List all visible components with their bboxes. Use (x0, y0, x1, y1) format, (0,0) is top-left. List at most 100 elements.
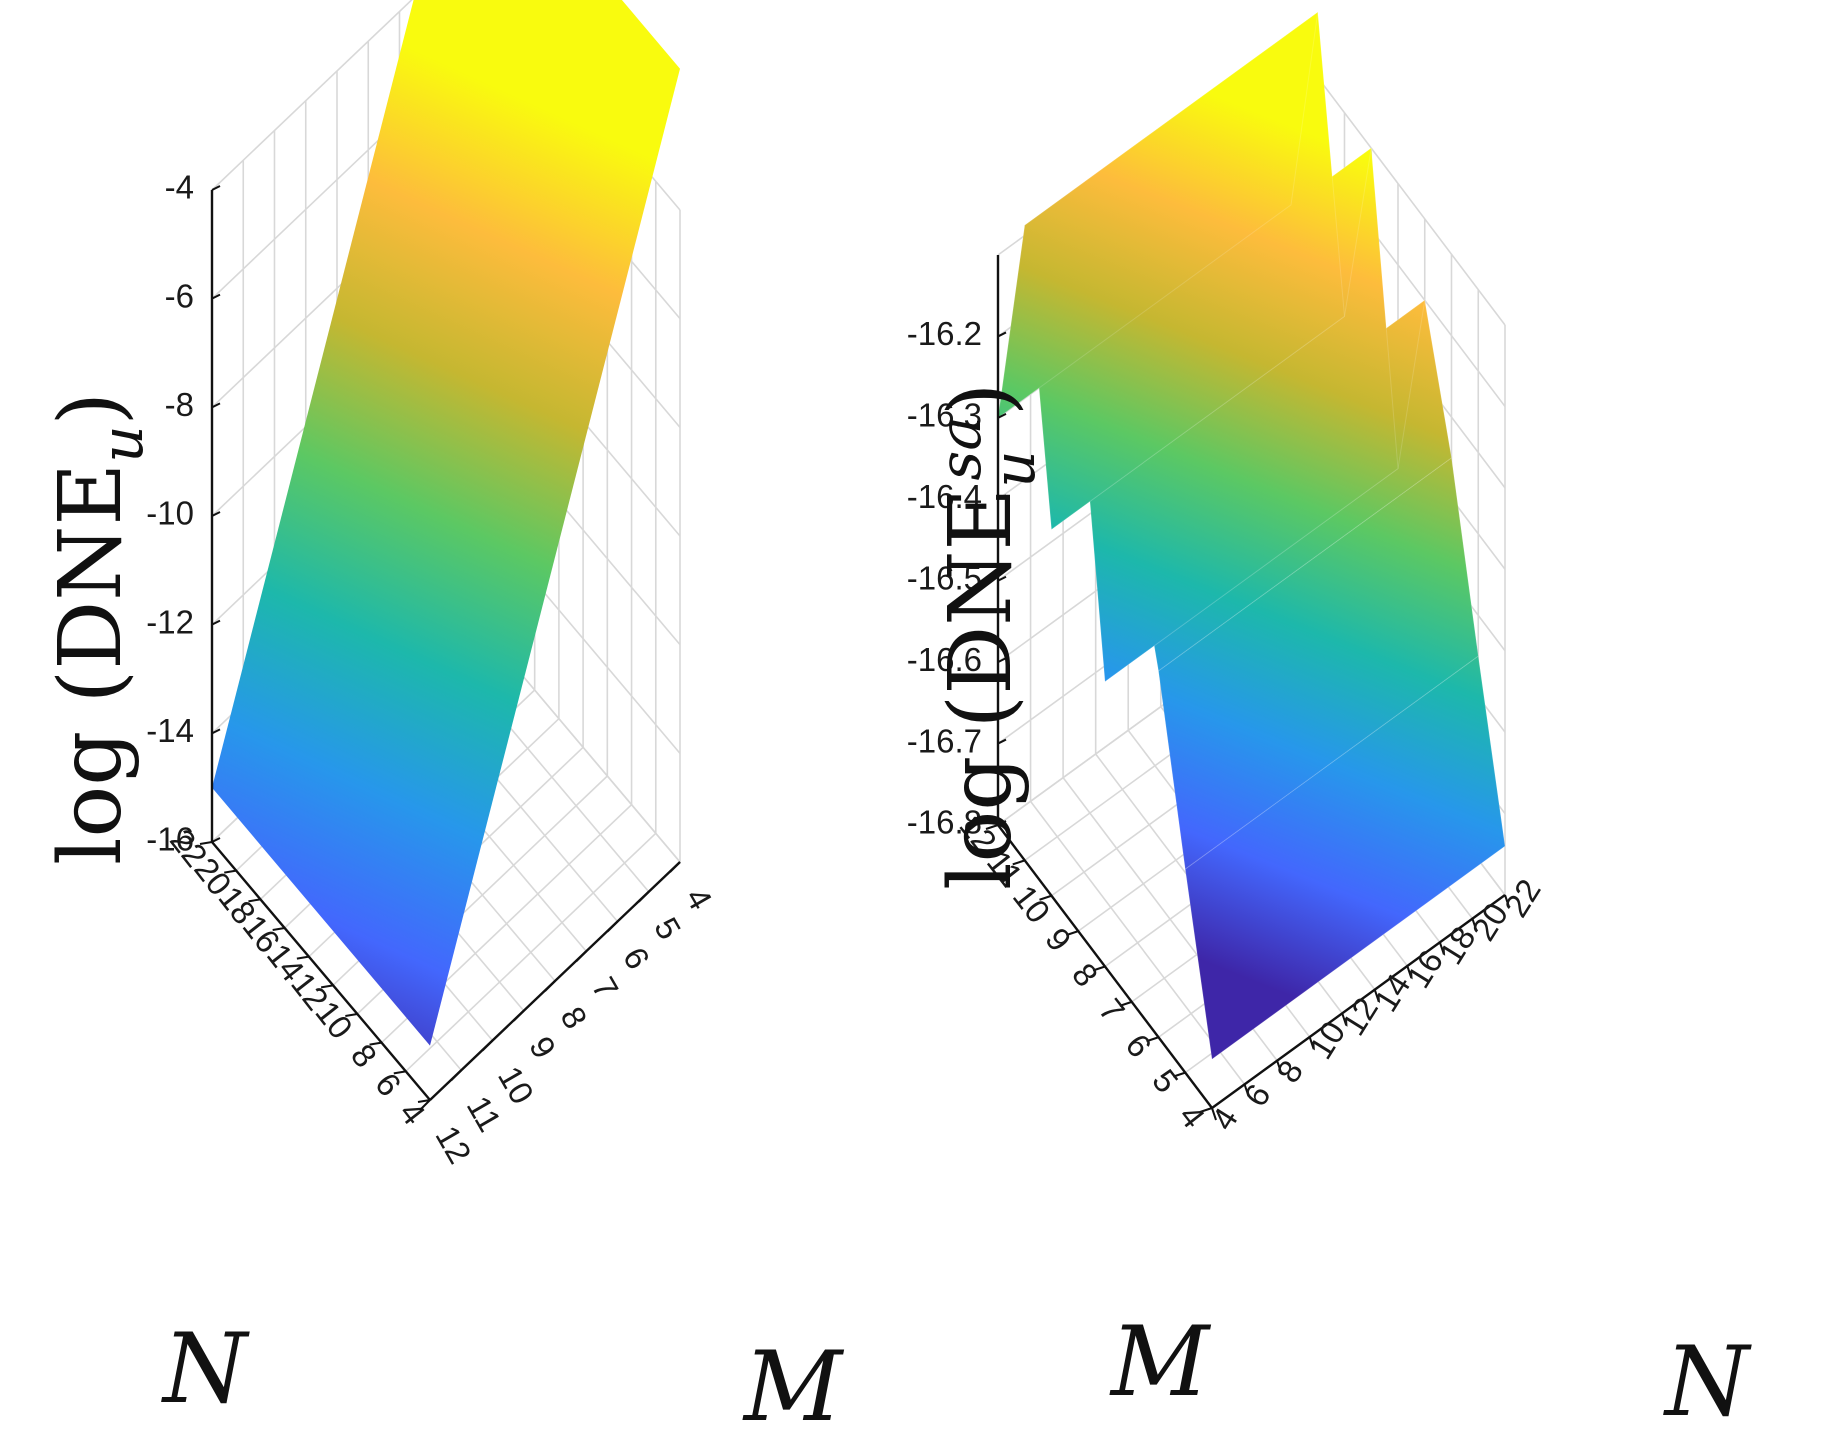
grid-line (211, 0, 413, 191)
m-tick-label: 7 (585, 971, 626, 1005)
z-tick-label: -16.8 (907, 804, 982, 841)
n-tick-mark (1211, 1107, 1217, 1121)
m-tick-mark (638, 891, 650, 903)
m-tick-label: 4 (678, 881, 719, 915)
z-tick-mark (997, 738, 1007, 745)
m-tick-label: 6 (616, 941, 657, 975)
left-m-axis-label: M (742, 1331, 845, 1440)
z-tick-mark (211, 402, 221, 409)
m-tick-label: 9 (1038, 921, 1078, 958)
m-tick-label: 8 (1065, 956, 1105, 993)
n-tick-mark (199, 841, 213, 845)
left-n-axis-label: N (161, 1313, 250, 1425)
z-tick-label: -16.7 (907, 722, 982, 759)
z-tick-label: -16.5 (907, 559, 982, 596)
m-tick-label: 5 (1145, 1062, 1185, 1099)
n-tick-mark (1341, 1013, 1348, 1026)
n-tick-label: 6 (368, 1066, 408, 1103)
m-tick-mark (575, 950, 587, 962)
m-tick-label: 5 (647, 911, 688, 945)
m-tick-mark (419, 1099, 431, 1111)
n-tick-mark (345, 1013, 358, 1017)
z-tick-label: -16.2 (907, 315, 982, 352)
z-tick-label: -16 (146, 821, 194, 858)
m-tick-mark (544, 980, 556, 992)
z-tick-label: -6 (165, 277, 194, 314)
n-tick-label: 6 (1237, 1077, 1278, 1112)
m-tick-mark (1065, 930, 1079, 937)
z-tick-mark (997, 657, 1007, 664)
right-z-axis-label: log (DNEusa) (926, 383, 1048, 890)
m-tick-mark (606, 920, 619, 933)
n-tick-mark (224, 869, 237, 874)
z-tick-label: -10 (146, 495, 194, 532)
left-surface (212, 0, 680, 1046)
surface-patch (212, 0, 680, 1046)
grid-line (1029, 800, 1246, 1085)
n-tick-mark (1406, 965, 1413, 979)
n-tick-mark (248, 898, 261, 903)
m-tick-mark (1092, 965, 1106, 972)
m-tick-label: 8 (553, 1000, 594, 1034)
n-tick-mark (296, 955, 310, 960)
z-tick-label: -16.3 (907, 397, 982, 434)
z-tick-mark (997, 575, 1007, 582)
n-axis-line (1211, 894, 1506, 1109)
z-tick-label: -16.4 (907, 478, 982, 515)
z-tick-mark (211, 728, 221, 735)
z-tick-mark (997, 820, 1007, 826)
n-axis-line (211, 841, 431, 1101)
n-tick-mark (320, 984, 334, 989)
n-tick-label: 4 (1204, 1101, 1245, 1136)
n-tick-mark (1308, 1036, 1315, 1050)
n-tick-mark (272, 927, 285, 931)
left-z-ticks: -4 -6 -8 -10 -12 -14 -16 (146, 169, 221, 858)
m-tick-mark (1119, 1000, 1133, 1007)
n-tick-mark (393, 1070, 406, 1075)
grid-line (1290, 41, 1506, 326)
m-tick-mark (669, 861, 681, 873)
z-tick-label: -12 (146, 603, 194, 640)
z-tick-mark (211, 293, 221, 300)
surface-patch (997, 11, 1319, 419)
n-tick-label: 8 (344, 1037, 384, 1074)
z-tick-mark (211, 837, 221, 843)
m-tick-mark (1039, 894, 1052, 901)
m-tick-mark (985, 824, 999, 830)
m-tick-mark (481, 1039, 494, 1052)
z-tick-mark (211, 619, 221, 626)
n-tick-mark (1243, 1084, 1250, 1097)
left-z-axis-label: log (DNEu) (41, 392, 156, 865)
m-tick-mark (450, 1069, 462, 1081)
m-tick-mark (1146, 1036, 1159, 1043)
right-m-axis-label: M (1109, 1306, 1212, 1418)
m-tick-label: 9 (522, 1030, 563, 1064)
m-tick-mark (1199, 1107, 1213, 1113)
m-tick-label: 7 (1092, 992, 1132, 1029)
n-tick-label: 4 (392, 1094, 432, 1131)
z-tick-mark (997, 494, 1007, 501)
n-tick-mark (1373, 989, 1380, 1002)
n-tick-label: 8 (1269, 1054, 1310, 1089)
z-tick-label: -8 (165, 386, 194, 423)
right-n-axis-label: N (1663, 1326, 1752, 1438)
z-tick-mark (211, 511, 221, 517)
z-tick-mark (997, 331, 1007, 338)
n-tick-mark (1471, 918, 1478, 931)
m-tick-label: 6 (1118, 1027, 1158, 1064)
n-tick-mark (369, 1041, 382, 1046)
m-tick-mark (1172, 1071, 1186, 1078)
right-z-ticks: -16.2 -16.3 -16.4 -16.5 -16.6 -16.7 -16.8 (907, 315, 1007, 841)
right-surface (997, 11, 1506, 1061)
z-tick-label: -4 (165, 169, 194, 206)
m-tick-mark (513, 1010, 525, 1022)
n-tick-mark (1504, 894, 1510, 908)
n-tick-mark (1438, 942, 1445, 955)
right-chart: -16.2-16.3-16.4-16.5-16.6-16.7-16.8 1211… (907, 11, 1752, 1438)
n-tick-mark (1276, 1060, 1283, 1073)
m-tick-mark (1012, 859, 1026, 866)
n-tick-mark (417, 1099, 431, 1103)
